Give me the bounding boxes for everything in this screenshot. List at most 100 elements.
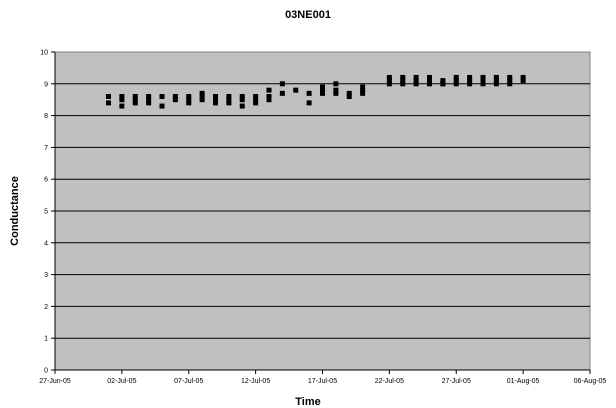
data-point	[172, 94, 178, 100]
data-point	[172, 97, 178, 103]
data-point	[119, 103, 125, 109]
y-tick-label: 6	[44, 177, 48, 184]
data-point	[146, 100, 152, 106]
y-tick-label: 8	[44, 113, 48, 120]
data-point	[159, 103, 165, 109]
data-point	[493, 74, 499, 80]
data-point	[320, 84, 325, 90]
data-point	[493, 78, 499, 84]
data-point	[440, 81, 446, 87]
x-tick-label: 27-Jun-05	[39, 378, 71, 385]
data-point	[239, 94, 245, 100]
y-tick-label: 3	[44, 272, 48, 279]
data-point	[186, 94, 192, 100]
data-point	[413, 74, 419, 80]
data-point	[306, 90, 312, 96]
data-point	[106, 94, 111, 100]
data-point	[360, 87, 366, 93]
data-point	[186, 100, 192, 106]
data-point	[427, 74, 432, 80]
data-point	[159, 94, 165, 100]
y-tick-label: 2	[44, 304, 48, 311]
x-tick-label: 12-Jul-05	[241, 378, 270, 385]
data-point	[467, 78, 473, 84]
x-tick-label: 06-Aug-05	[574, 378, 607, 385]
data-point	[333, 90, 339, 96]
y-tick-label: 1	[44, 336, 48, 343]
x-tick-label: 22-Jul-05	[375, 378, 404, 385]
data-point	[132, 97, 138, 103]
data-point	[279, 81, 285, 87]
x-tick-label: 27-Jul-05	[442, 378, 471, 385]
data-point	[279, 90, 285, 96]
x-tick-label: 17-Jul-05	[308, 378, 337, 385]
data-point	[346, 94, 352, 100]
data-point	[119, 94, 125, 100]
data-point	[132, 94, 138, 100]
data-point	[413, 78, 419, 84]
x-axis-label: Time	[295, 396, 320, 408]
data-point	[467, 81, 473, 87]
data-point	[493, 81, 499, 87]
data-point	[146, 94, 152, 100]
data-point	[320, 90, 325, 96]
y-axis-label: Conductance	[9, 176, 21, 246]
data-point	[239, 103, 245, 109]
data-point	[333, 81, 339, 87]
data-point	[119, 97, 125, 103]
data-point	[132, 100, 138, 106]
data-point	[306, 100, 312, 106]
data-point	[480, 81, 486, 87]
data-point	[507, 78, 513, 84]
data-point	[440, 78, 446, 84]
data-point	[253, 94, 259, 100]
data-point	[266, 87, 272, 93]
y-tick-label: 0	[44, 368, 48, 375]
data-point	[427, 78, 432, 84]
x-tick-label: 07-Jul-05	[174, 378, 203, 385]
x-tick-label: 01-Aug-05	[507, 378, 540, 385]
data-point	[213, 97, 218, 103]
data-point	[453, 81, 459, 87]
data-point	[199, 90, 205, 96]
data-point	[400, 78, 406, 84]
data-point	[400, 81, 406, 87]
data-point	[106, 100, 111, 106]
data-point	[480, 74, 486, 80]
axes: 0 1 2 3 4 5 6 7 8 9 10 27-Jun-05 02-Jul-05 07-Jul-05 1…	[39, 50, 606, 386]
y-tick-label: 9	[44, 81, 48, 88]
data-point	[226, 100, 232, 106]
data-point	[400, 74, 406, 80]
data-point	[346, 90, 352, 96]
data-point	[507, 74, 513, 80]
data-point	[360, 84, 366, 90]
data-point	[253, 100, 259, 106]
data-point	[507, 81, 513, 87]
y-tick-label: 7	[44, 145, 48, 152]
data-point	[146, 97, 152, 103]
data-point	[199, 94, 205, 100]
data-point	[266, 97, 272, 103]
data-point	[386, 74, 392, 80]
y-tick-label: 4	[44, 240, 48, 247]
data-point	[226, 97, 232, 103]
data-point	[413, 81, 419, 87]
y-tick-label: 10	[40, 50, 48, 57]
gridlines	[55, 83, 590, 339]
data-point	[213, 100, 218, 106]
data-point	[427, 81, 432, 87]
data-point	[293, 87, 299, 93]
data-point	[253, 97, 259, 103]
data-point	[213, 94, 218, 100]
data-point	[480, 78, 486, 84]
data-point	[520, 74, 526, 80]
data-point	[520, 78, 526, 84]
x-tick-label: 02-Jul-05	[107, 378, 136, 385]
data-point	[186, 97, 192, 103]
data-point	[386, 78, 392, 84]
data-point	[226, 94, 232, 100]
data-point	[453, 74, 459, 80]
data-point	[360, 90, 366, 96]
data-point	[333, 87, 339, 93]
chart-title: 03NE001	[285, 9, 331, 21]
